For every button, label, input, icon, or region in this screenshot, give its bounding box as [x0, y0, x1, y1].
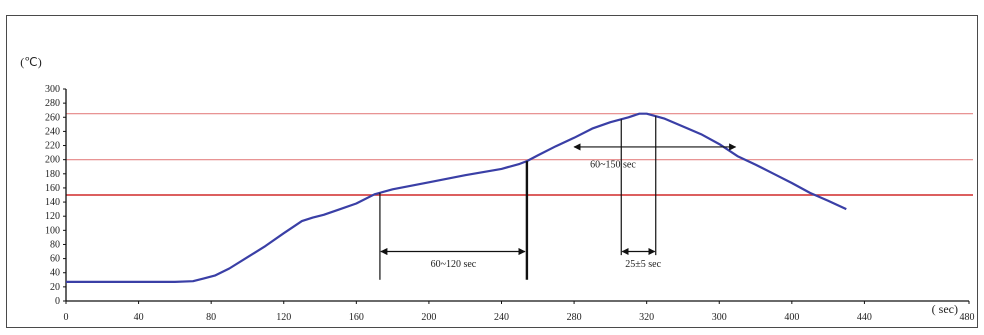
x-tick-label: 300 — [712, 312, 727, 323]
temperature-profile-chart: 0 20 40 60 80 100 120 140 160 180 200 220 240 260 280 3… — [20, 55, 974, 323]
x-tick-label: 320 — [639, 312, 654, 323]
y-tick-label: 200 — [45, 155, 60, 166]
y-axis-unit: (℃) — [20, 55, 41, 69]
annotation-label: 60~150 sec — [590, 159, 636, 170]
x-tick-label: 240 — [494, 312, 509, 323]
y-tick-label: 160 — [45, 183, 60, 194]
y-tick-label: 100 — [45, 225, 60, 236]
y-tick-label: 60 — [50, 254, 60, 265]
x-axis-unit: ( sec) — [932, 302, 958, 316]
x-tick-label: 160 — [349, 312, 364, 323]
y-tick-label: 300 — [45, 84, 60, 95]
x-tick-label: 40 — [134, 312, 144, 323]
x-tick-label: 120 — [276, 312, 291, 323]
y-tick-label: 80 — [50, 239, 60, 250]
x-tick-label: 0 — [64, 312, 69, 323]
series-line-0 — [66, 112, 847, 283]
x-tick-label: 480 — [960, 312, 975, 323]
series-layer — [66, 112, 847, 283]
x-tick-label: 440 — [857, 312, 872, 323]
axes: 0 20 40 60 80 100 120 140 160 180 200 220 240 260 280 3… — [20, 55, 974, 323]
y-tick-label: 280 — [45, 98, 60, 109]
y-tick-label: 20 — [50, 282, 60, 293]
y-tick-label: 120 — [45, 211, 60, 222]
y-tick-label: 240 — [45, 126, 60, 137]
annotation-label: 25±5 sec — [625, 259, 661, 270]
y-tick-label: 180 — [45, 169, 60, 180]
y-tick-label: 260 — [45, 112, 60, 123]
annotation-label: 60~120 sec — [431, 259, 477, 270]
reference-lines — [66, 113, 973, 196]
x-tick-label: 280 — [567, 312, 582, 323]
y-tick-label: 220 — [45, 141, 60, 152]
annotations: 60~120 sec 60~150 sec 25±5 sec — [379, 116, 737, 280]
y-tick-label: 0 — [55, 296, 60, 307]
x-tick-label: 80 — [206, 312, 216, 323]
x-tick-label: 400 — [784, 312, 799, 323]
y-tick-label: 40 — [50, 268, 60, 279]
x-tick-label: 200 — [421, 312, 436, 323]
chart-frame: 0 20 40 60 80 100 120 140 160 180 200 220 240 260 280 3… — [6, 15, 978, 328]
y-tick-label: 140 — [45, 197, 60, 208]
